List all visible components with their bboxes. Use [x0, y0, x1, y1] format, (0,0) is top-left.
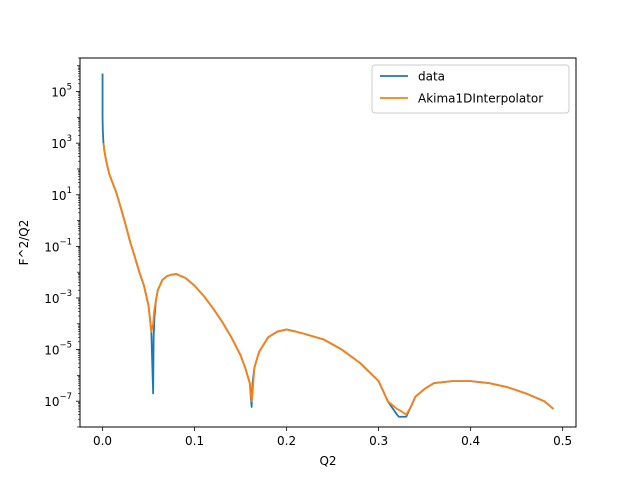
- x-tick-label: 0.3: [369, 434, 388, 448]
- series-layer: [101, 73, 555, 418]
- y-tick-label: 10−1: [44, 237, 72, 254]
- x-axis-label: Q2: [319, 454, 336, 468]
- axes-frame: [79, 57, 577, 428]
- y-tick-label: 105: [51, 83, 72, 100]
- y-tick-label: 103: [51, 134, 72, 151]
- y-tick-label: 10−7: [44, 392, 72, 409]
- ticks-layer: 0.0 0.1 0.2 0.3 0.4 0.5 10−7 10−5 10−3 10−1 101 103…: [44, 57, 572, 448]
- legend-label-0: data: [418, 70, 445, 84]
- legend-label-1: Akima1DInterpolator: [418, 92, 543, 106]
- y-axis-label: F^2/Q2: [17, 220, 31, 266]
- series-line-1: [102, 143, 555, 416]
- y-tick-label: 101: [51, 186, 72, 203]
- series-line-0: [101, 73, 555, 418]
- x-tick-label: 0.1: [185, 434, 204, 448]
- x-tick-label: 0.0: [93, 434, 112, 448]
- y-tick-label: 10−5: [44, 341, 72, 358]
- legend: data Akima1DInterpolator: [371, 64, 570, 114]
- y-tick-label: 10−3: [44, 289, 72, 306]
- legend-box: [371, 64, 570, 114]
- x-tick-label: 0.5: [553, 434, 572, 448]
- x-tick-label: 0.4: [461, 434, 480, 448]
- x-tick-label: 0.2: [277, 434, 296, 448]
